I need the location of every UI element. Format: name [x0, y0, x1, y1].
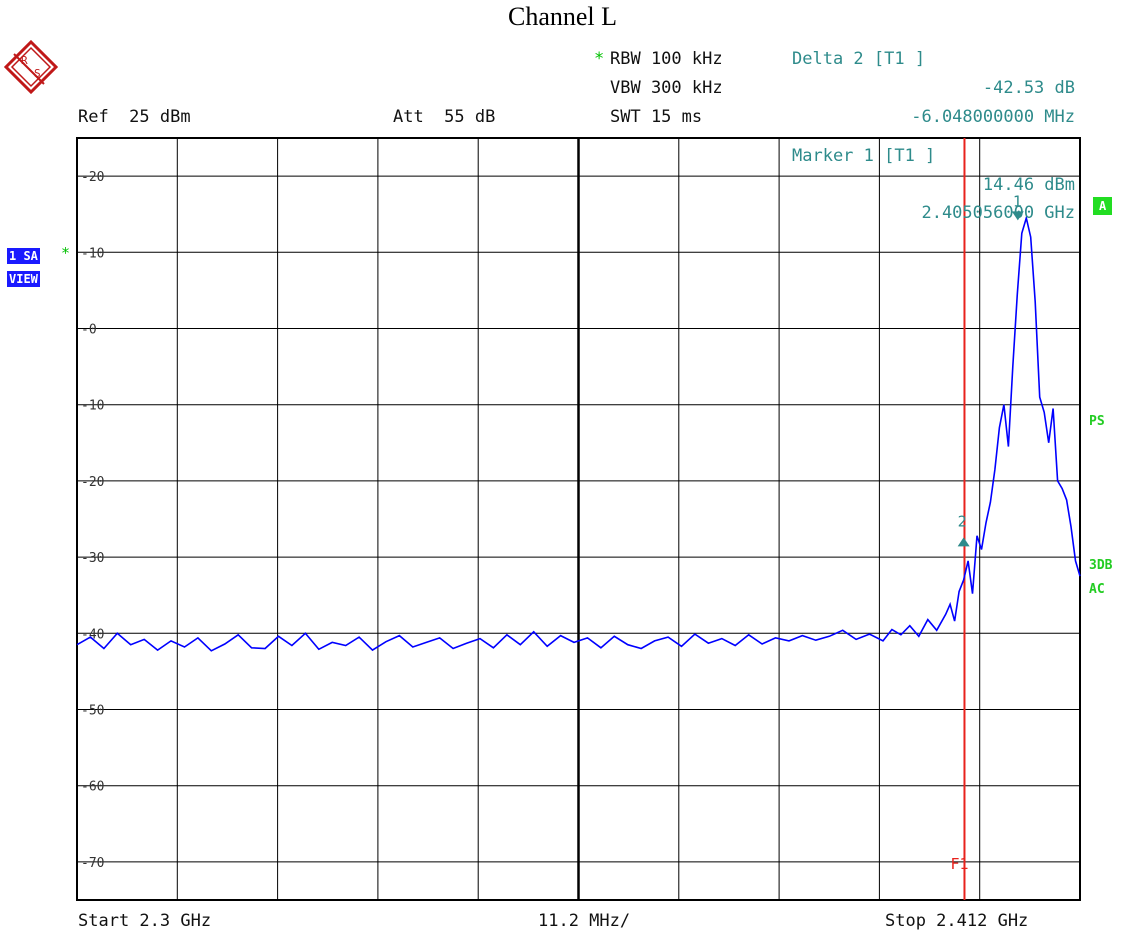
svg-text:R: R — [21, 54, 28, 67]
grid — [76, 137, 1081, 901]
view-badge: VIEW — [7, 271, 40, 287]
ref-level-readout: Ref 25 dBm — [78, 107, 191, 127]
vbw-readout: VBW 300 kHz — [610, 78, 723, 98]
y-tick-label: -10 — [81, 399, 104, 414]
delta-marker-label: Delta 2 [T1 ] — [792, 49, 926, 69]
ac-indicator: AC — [1089, 582, 1105, 597]
marker-2-triangle — [957, 537, 970, 547]
y-tick-label: -10 — [81, 246, 104, 261]
marker-2-id: 2 — [958, 512, 967, 530]
chart-title: Channel L — [507, 2, 618, 31]
rbw-readout: RBW 100 kHz — [610, 49, 723, 69]
trace-1-line — [76, 214, 1081, 652]
sweep-time-readout: SWT 15 ms — [610, 107, 703, 127]
marker-1-frequency: 2.405056000 GHz — [921, 203, 1075, 223]
y-tick-label: -20 — [81, 475, 104, 490]
rbw-star: * — [594, 49, 605, 69]
y-tick-label: -60 — [81, 780, 104, 795]
attenuation-readout: Att 55 dB — [393, 107, 496, 127]
rohde-schwarz-logo-icon: R S — [4, 40, 58, 94]
y-tick-label: -50 — [81, 704, 104, 719]
y-tick-label: -70 — [81, 856, 104, 871]
delta-marker-frequency: -6.048000000 MHz — [911, 107, 1075, 127]
trace-star: * — [61, 244, 71, 262]
stop-frequency: Stop 2.412 GHz — [885, 911, 1029, 931]
markers: 12 — [957, 192, 1024, 547]
y-tick-label: -0 — [81, 323, 97, 338]
trace-a-badge: A — [1093, 197, 1113, 215]
ps-indicator: PS — [1089, 414, 1105, 429]
start-frequency: Start 2.3 GHz — [78, 911, 212, 931]
frequency-per-division: 11.2 MHz/ — [538, 911, 631, 931]
delta-marker-value: -42.53 dB — [982, 78, 1075, 98]
trace-1-sa-badge: 1 SA — [7, 248, 40, 264]
marker-1-id: 1 — [1013, 192, 1022, 210]
marker-1-label: Marker 1 [T1 ] — [792, 146, 936, 166]
svg-text:S: S — [34, 67, 41, 80]
y-tick-labels: -20-10-0-10-20-30-40-50-60-70 — [81, 170, 104, 871]
y-tick-label: -20 — [81, 170, 104, 185]
marker-1-triangle — [1011, 211, 1024, 221]
y-tick-label: -30 — [81, 551, 104, 566]
f1-label: F1 — [950, 855, 968, 873]
3db-indicator: 3DB — [1089, 558, 1113, 573]
marker-1-value: 14.46 dBm — [982, 175, 1075, 195]
